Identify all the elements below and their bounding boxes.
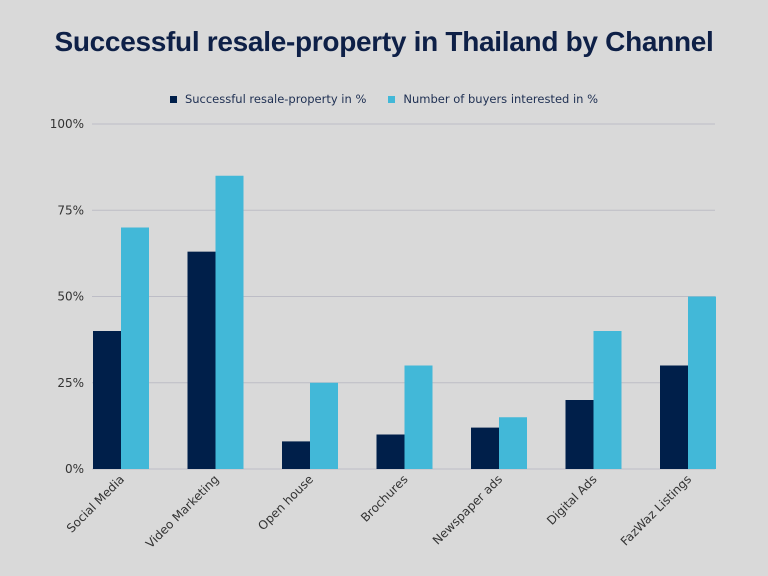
legend-swatch [388, 95, 396, 103]
bar-successful [660, 365, 688, 469]
x-tick-label: Open house [255, 472, 316, 533]
bar-buyers [310, 382, 338, 469]
bar-successful [565, 400, 594, 469]
bar-buyers [121, 227, 149, 469]
bar-buyers [593, 331, 622, 469]
bar-successful [187, 251, 216, 469]
x-tick-label: Digital Ads [544, 472, 600, 528]
bar-buyers [215, 175, 244, 469]
chart-title: Successful resale-property in Thailand b… [54, 26, 714, 57]
y-tick-label: 50% [57, 290, 84, 304]
legend-item-successful: Successful resale-property in % [169, 92, 367, 106]
bar-buyers [404, 365, 433, 469]
legend-label: Number of buyers interested in % [403, 92, 599, 106]
y-tick-label: 100% [50, 117, 84, 131]
y-tick-label: 75% [57, 203, 84, 217]
legend-item-buyers: Number of buyers interested in % [388, 92, 598, 106]
x-tick-label: Video Marketing [143, 472, 222, 551]
x-tick-label: FazWaz Listings [618, 472, 694, 548]
bar-buyers [499, 417, 527, 469]
y-tick-label: 25% [57, 376, 84, 390]
legend: Successful resale-property in % Number o… [0, 92, 768, 106]
bar-successful [471, 427, 499, 469]
bar-successful [376, 434, 405, 469]
x-tick-label: Brochures [358, 472, 411, 525]
y-tick-label: 0% [65, 462, 84, 476]
legend-label: Successful resale-property in % [184, 92, 367, 106]
x-tick-label: Newspaper ads [430, 472, 505, 547]
bar-buyers [688, 296, 716, 469]
bar-successful [93, 331, 121, 469]
bar-successful [282, 441, 310, 469]
legend-swatch [169, 95, 177, 103]
x-tick-label: Social Media [64, 472, 127, 535]
